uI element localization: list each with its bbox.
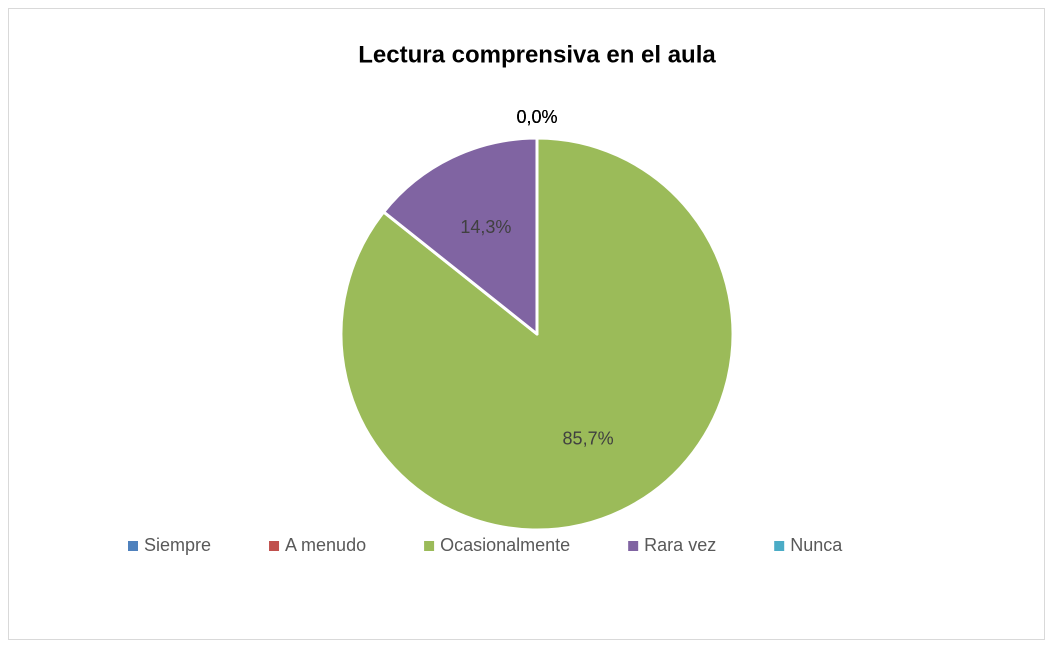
legend-label: Ocasionalmente bbox=[440, 535, 570, 555]
legend-label: Siempre bbox=[144, 535, 211, 555]
legend-label: A menudo bbox=[285, 535, 366, 555]
data-label: 0,0% bbox=[516, 107, 557, 127]
legend-label: Nunca bbox=[790, 535, 843, 555]
data-label: 85,7% bbox=[563, 429, 614, 449]
legend-swatch bbox=[628, 541, 639, 551]
legend-swatch bbox=[774, 541, 785, 551]
legend-swatch bbox=[424, 541, 435, 551]
legend-label: Rara vez bbox=[644, 535, 716, 555]
data-label: 0,0% bbox=[516, 107, 557, 127]
legend-swatch bbox=[128, 541, 138, 551]
data-label: 0,0% bbox=[516, 107, 557, 127]
chart-title: Lectura comprensiva en el aula bbox=[358, 41, 716, 68]
data-label: 14,3% bbox=[460, 217, 511, 237]
pie-slice bbox=[382, 136, 539, 336]
legend-swatch bbox=[269, 541, 280, 551]
